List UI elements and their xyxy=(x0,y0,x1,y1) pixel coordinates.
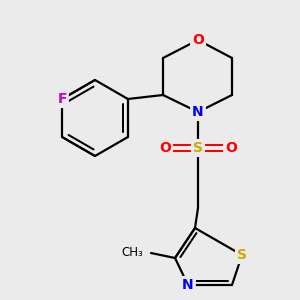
Text: N: N xyxy=(182,278,194,292)
Text: CH₃: CH₃ xyxy=(121,247,143,260)
Text: O: O xyxy=(159,141,171,155)
Text: S: S xyxy=(237,248,247,262)
Text: S: S xyxy=(193,141,203,155)
Text: O: O xyxy=(225,141,237,155)
Text: F: F xyxy=(57,92,67,106)
Text: N: N xyxy=(192,105,204,119)
Text: O: O xyxy=(192,33,204,47)
